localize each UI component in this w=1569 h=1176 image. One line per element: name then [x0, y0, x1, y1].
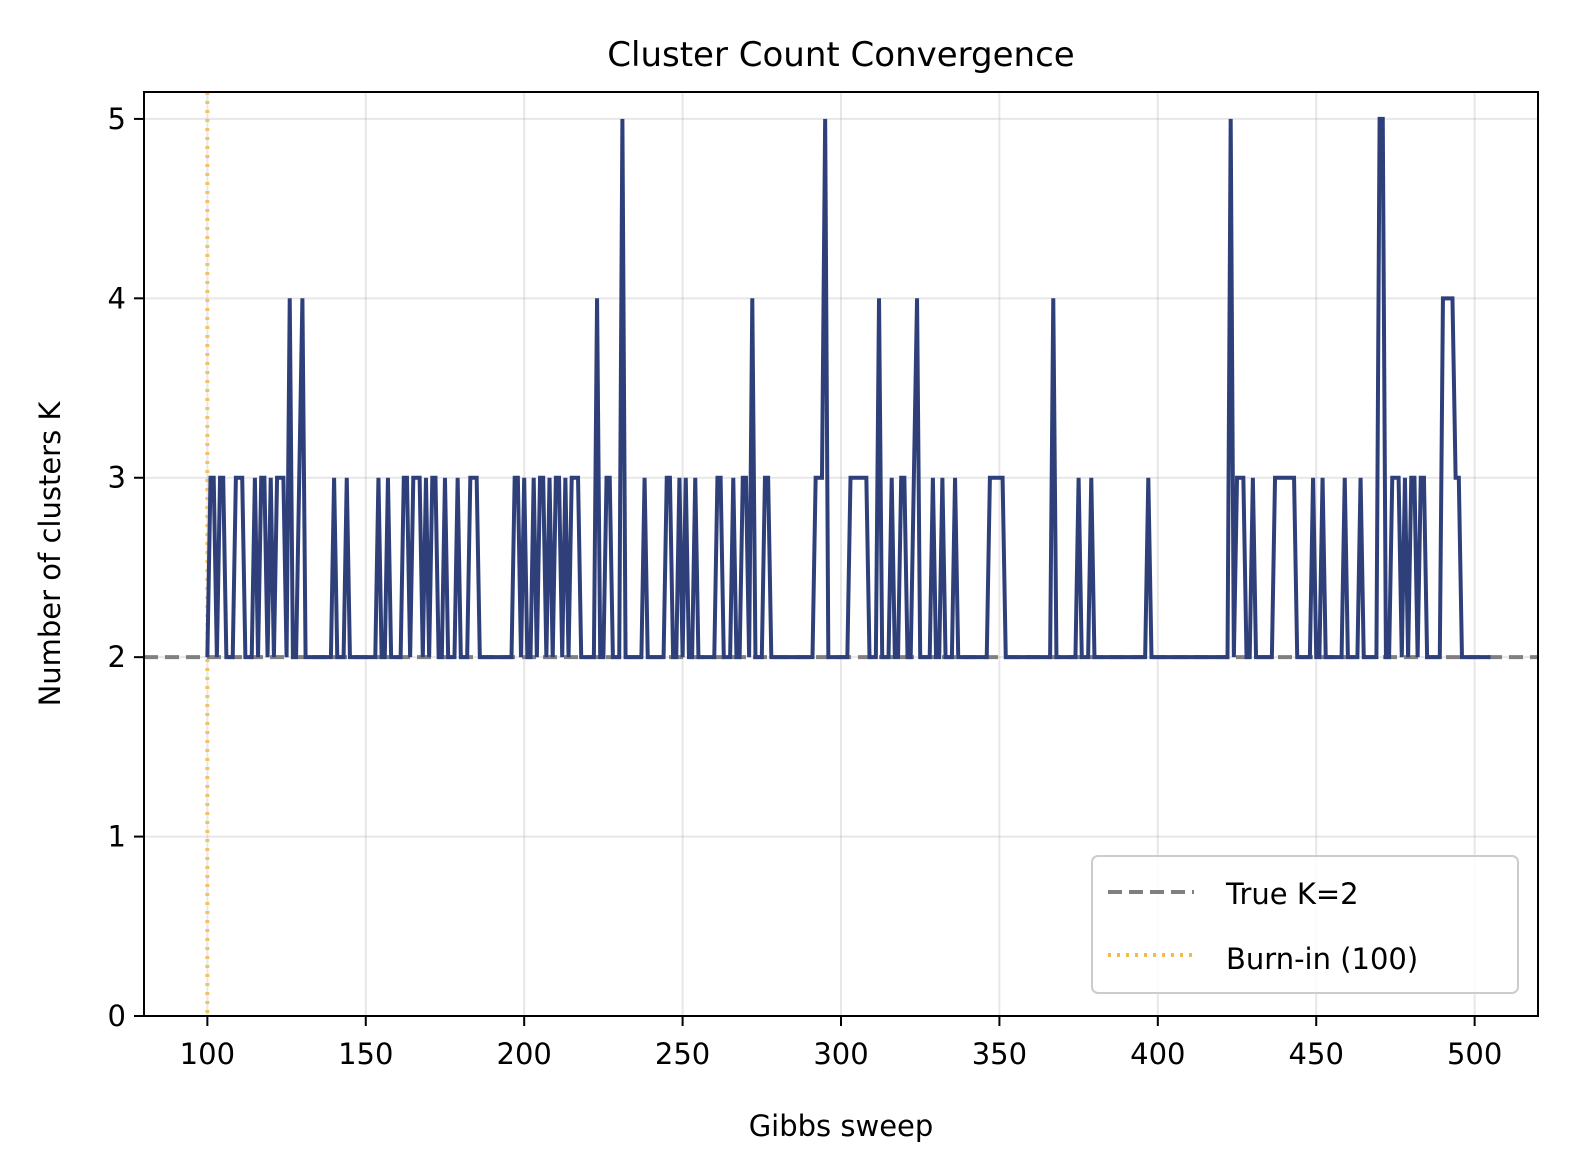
x-tick-label: 100: [180, 1037, 235, 1071]
legend-burn-in-label: Burn-in (100): [1226, 942, 1418, 976]
y-tick-label: 3: [108, 461, 126, 495]
legend-true-k-label: True K=2: [1225, 877, 1359, 911]
x-axis: 100 150 200 250 300 350 400 450 500: [180, 1016, 1502, 1071]
y-tick-label: 2: [108, 640, 126, 674]
series-layer: [205, 116, 1491, 660]
x-tick-label: 250: [655, 1037, 710, 1071]
y-tick-label: 4: [108, 281, 126, 315]
x-tick-label: 150: [338, 1037, 393, 1071]
x-tick-label: 300: [813, 1037, 868, 1071]
x-tick-label: 400: [1130, 1037, 1185, 1071]
chart-title: Cluster Count Convergence: [607, 35, 1074, 75]
y-tick-label: 5: [108, 102, 126, 136]
x-tick-label: 500: [1447, 1037, 1502, 1071]
y-tick-label: 1: [108, 820, 126, 854]
legend: True K=2 Burn-in (100): [1091, 855, 1519, 994]
x-tick-label: 450: [1289, 1037, 1344, 1071]
x-axis-label: Gibbs sweep: [749, 1109, 934, 1143]
y-axis-label: Number of clusters K: [33, 401, 67, 707]
x-tick-label: 200: [497, 1037, 552, 1071]
y-tick-label: 0: [108, 999, 126, 1033]
k-trace-line: [205, 116, 1491, 660]
y-axis: 0 1 2 3 4 5: [108, 102, 144, 1033]
legend-box: [1091, 855, 1519, 994]
x-tick-label: 350: [972, 1037, 1027, 1071]
